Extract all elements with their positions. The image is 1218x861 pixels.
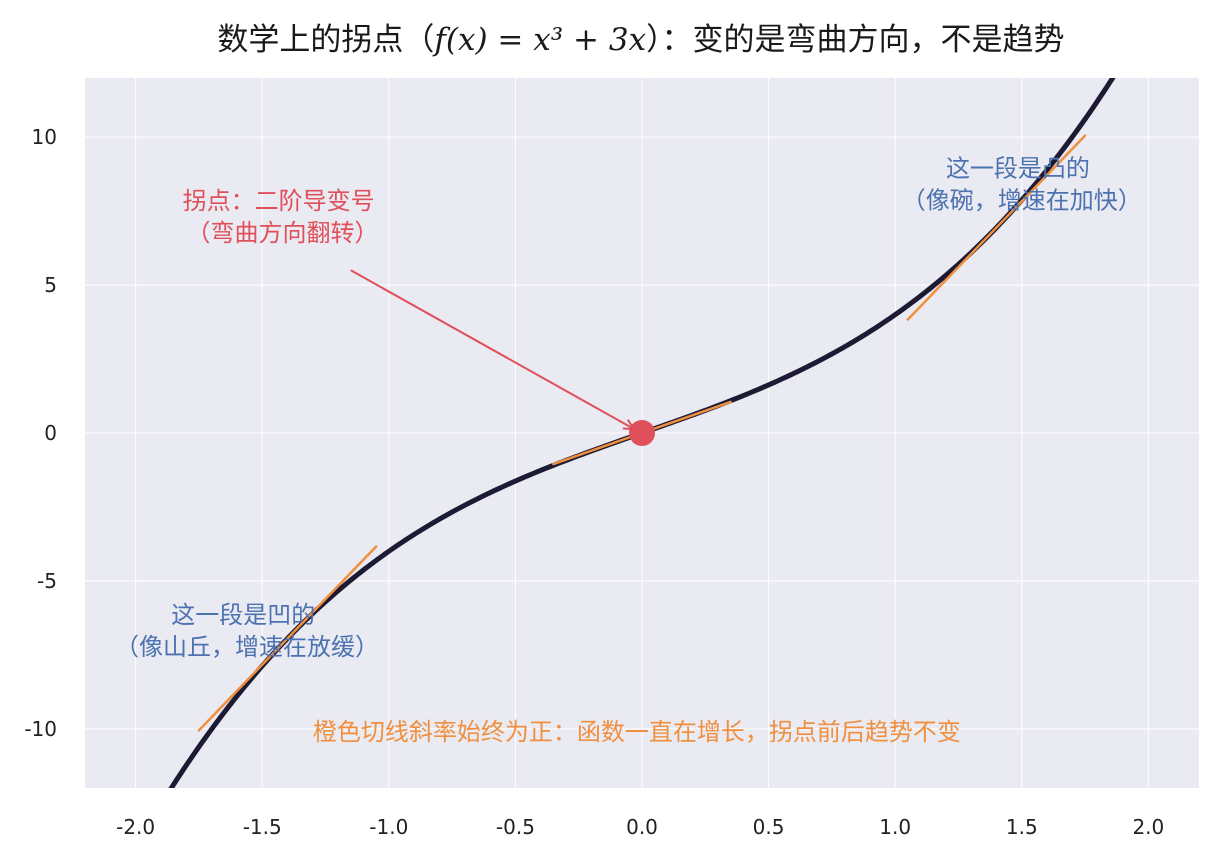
- y-tick-label: -5: [37, 569, 57, 593]
- convex-annotation-line-1: 这一段是凸的: [946, 155, 1090, 183]
- tangent-line: [906, 134, 1087, 321]
- slope-note-annotation: 橙色切线斜率始终为正：函数一直在增长，拐点前后趋势不变: [313, 718, 961, 746]
- y-tick-label: 10: [32, 125, 57, 149]
- inflection-annotation-line-2: （弯曲方向翻转）: [186, 219, 378, 247]
- x-tick-label: -2.0: [116, 815, 155, 839]
- x-tick-label: 2.0: [1132, 815, 1164, 839]
- y-tick-label: -10: [24, 717, 57, 741]
- x-tick-label: 0.5: [753, 815, 785, 839]
- x-tick-label: -1.5: [243, 815, 282, 839]
- convex-annotation-line-2: （像碗，增速在加快）: [902, 187, 1142, 215]
- x-tick-label: -1.0: [369, 815, 408, 839]
- inflection-annotation-line-1: 拐点：二阶导变号: [183, 187, 375, 215]
- y-tick-label: 0: [44, 421, 57, 445]
- chart-title-suffix: ）：变的是弯曲方向，不是趋势: [646, 22, 1065, 58]
- concave-annotation-line-1: 这一段是凹的: [171, 601, 315, 629]
- x-tick-label: 1.5: [1006, 815, 1038, 839]
- inflection-arrow: [350, 269, 634, 429]
- convex-annotation: 这一段是凸的 （像碗，增速在加快）: [902, 155, 1142, 215]
- chart-title-prefix: 数学上的拐点（: [217, 22, 434, 58]
- chart-title: 数学上的拐点（f(x) = x³ + 3x）：变的是弯曲方向，不是趋势: [217, 22, 1064, 58]
- concave-annotation-line-2: （像山丘，增速在放缓）: [115, 633, 379, 661]
- concave-annotation: 这一段是凹的 （像山丘，增速在放缓）: [115, 601, 379, 661]
- x-tick-label: -0.5: [496, 815, 535, 839]
- y-tick-label: 5: [44, 273, 57, 297]
- chart-title-formula: f(x) = x³ + 3x: [432, 22, 646, 58]
- inflection-point-marker: [629, 420, 655, 446]
- inflection-annotation: 拐点：二阶导变号 （弯曲方向翻转）: [183, 187, 383, 247]
- annotations: 拐点：二阶导变号 （弯曲方向翻转） 这一段是凹的 （像山丘，增速在放缓） 这一段…: [115, 155, 1142, 746]
- tangent-line: [197, 545, 378, 732]
- tick-labels: -2.0 -1.5 -1.0 -0.5 0.0 0.5 1.0 1.5 2.0 -10 -5 0 5 10: [24, 125, 1164, 839]
- x-tick-label: 0.0: [626, 815, 658, 839]
- x-tick-label: 1.0: [879, 815, 911, 839]
